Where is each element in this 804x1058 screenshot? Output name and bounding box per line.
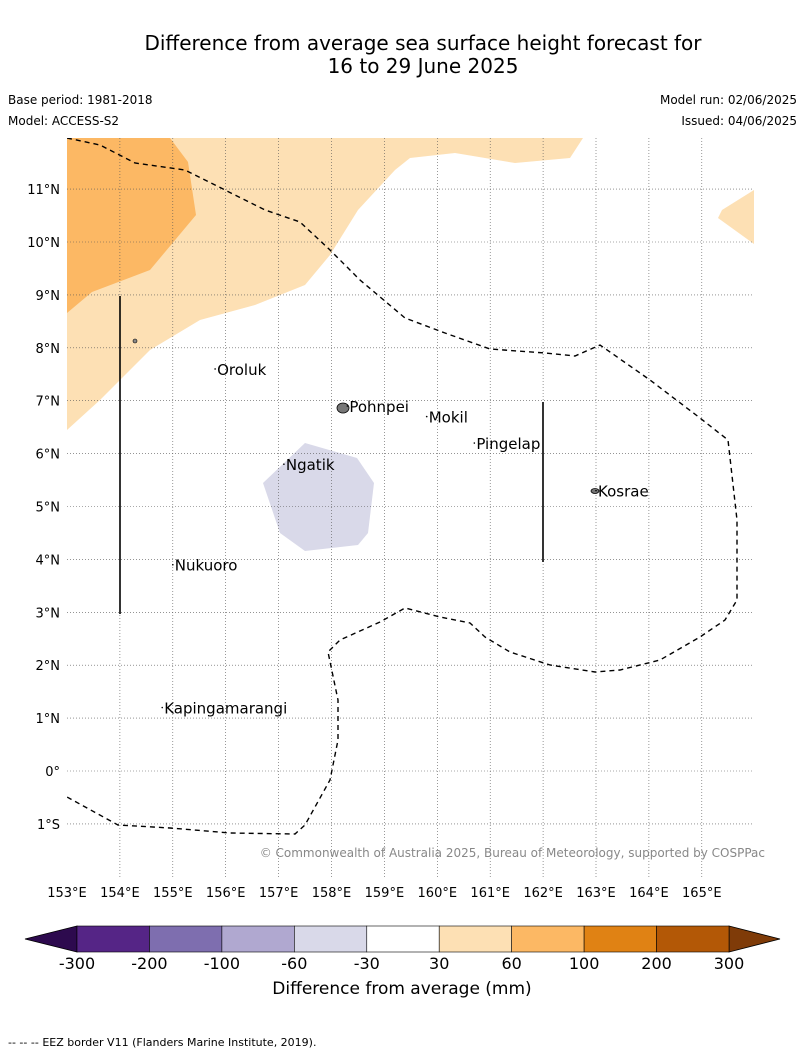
lon-tick-label: 158°E bbox=[312, 886, 352, 901]
place-marker bbox=[595, 489, 597, 492]
place-label: Pingelap bbox=[476, 435, 540, 453]
colorbar-segment bbox=[76, 925, 150, 953]
colorbar-segment bbox=[438, 925, 512, 953]
colorbar: -300 -200 -100 -60 -30 30 60 100 200 300 bbox=[24, 925, 781, 973]
lon-tick-label: 156°E bbox=[206, 886, 246, 901]
lon-tick-label: 157°E bbox=[259, 886, 299, 901]
lat-tick-label: 11°N bbox=[27, 183, 60, 198]
place-marker bbox=[172, 563, 174, 566]
colorbar-segment bbox=[221, 925, 295, 953]
model-text: Model: ACCESS-S2 bbox=[8, 114, 120, 128]
colorbar-tick-label: -30 bbox=[354, 954, 380, 973]
place-marker bbox=[283, 463, 285, 465]
lon-tick-label: 164°E bbox=[629, 886, 669, 901]
base-period-text: Base period: 1981-2018 bbox=[8, 93, 153, 107]
place-labels: Oroluk Pohnpei Mokil Pingelap Ngatik Kosrae Nu… bbox=[161, 361, 649, 718]
lat-tick-label: 5°N bbox=[36, 501, 61, 516]
colorbar-segment bbox=[583, 925, 657, 953]
colorbar-over-arrow bbox=[728, 925, 781, 953]
colorbar-segment bbox=[511, 925, 585, 953]
eez-border bbox=[67, 138, 738, 835]
colorbar-under-arrow bbox=[24, 925, 78, 953]
lon-tick-label: 154°E bbox=[100, 886, 140, 901]
eez-legend-text: EEZ border V11 (Flanders Marine Institut… bbox=[42, 1036, 317, 1049]
copyright-text: © Commonwealth of Australia 2025, Bureau… bbox=[260, 846, 765, 860]
eez-legend-symbol: -- -- -- bbox=[8, 1036, 39, 1049]
place-label: Kapingamarangi bbox=[164, 700, 287, 718]
lat-tick-label: 0° bbox=[45, 765, 60, 780]
colorbar-segment bbox=[366, 925, 440, 953]
colorbar-tick-label: -60 bbox=[281, 954, 307, 973]
lat-tick-label: 3°N bbox=[36, 606, 61, 621]
lon-tick-label: 160°E bbox=[418, 886, 458, 901]
colorbar-segment bbox=[656, 925, 730, 953]
anomaly-neg-30-60-region bbox=[263, 443, 374, 551]
eez-legend-note: -- -- -- EEZ border V11 (Flanders Marine… bbox=[8, 1036, 316, 1049]
lat-tick-label: 1°S bbox=[37, 818, 60, 833]
colorbar-tick-label: 60 bbox=[501, 954, 521, 973]
title-line-2: 16 to 29 June 2025 bbox=[327, 54, 519, 78]
colorbar-segment bbox=[149, 925, 223, 953]
place-marker bbox=[161, 706, 164, 709]
lat-tick-label: 7°N bbox=[36, 395, 61, 410]
lat-tick-label: 1°N bbox=[36, 712, 61, 727]
lat-tick-label: 9°N bbox=[36, 289, 61, 304]
kosrae-island-icon bbox=[590, 488, 600, 494]
lat-tick-label: 4°N bbox=[36, 553, 61, 568]
lat-tick-label: 10°N bbox=[27, 236, 60, 251]
place-marker bbox=[214, 368, 216, 370]
model-run-text: Model run: 02/06/2025 bbox=[659, 93, 797, 107]
lat-tick-label: 2°N bbox=[36, 659, 61, 674]
lat-tick-label: 6°N bbox=[36, 448, 61, 463]
forecast-map: 153°E 154°E 155°E 156°E 157°E 158°E 159°E 160°E… bbox=[24, 138, 781, 973]
place-marker bbox=[425, 415, 428, 418]
colorbar-tick-label: 200 bbox=[641, 954, 672, 973]
place-marker bbox=[473, 442, 476, 444]
lon-tick-label: 159°E bbox=[365, 886, 405, 901]
colorbar-tick-label: -200 bbox=[131, 954, 167, 973]
lon-tick-label: 155°E bbox=[153, 886, 193, 901]
lat-tick-label: 8°N bbox=[36, 342, 61, 357]
place-label: Nukuoro bbox=[175, 557, 238, 575]
anomaly-30-60-region bbox=[67, 138, 583, 430]
pohnpei-island-icon bbox=[336, 402, 350, 414]
colorbar-tick-label: 300 bbox=[714, 954, 745, 973]
colorbar-tick-label: -100 bbox=[204, 954, 240, 973]
issued-text: Issued: 04/06/2025 bbox=[681, 114, 797, 128]
lon-tick-label: 165°E bbox=[682, 886, 722, 901]
title-line-1: Difference from average sea surface heig… bbox=[144, 31, 702, 55]
anomaly-60-100-region bbox=[67, 138, 196, 313]
chart-title: Difference from average sea surface heig… bbox=[0, 32, 804, 78]
place-label: Oroluk bbox=[217, 361, 266, 379]
place-label: Pohnpei bbox=[349, 398, 409, 416]
colorbar-segment bbox=[294, 925, 368, 953]
lon-tick-label: 163°E bbox=[576, 886, 616, 901]
place-label: Kosrae bbox=[598, 483, 649, 501]
place-label: Mokil bbox=[429, 409, 468, 427]
small-island-icon bbox=[132, 338, 138, 344]
lon-tick-label: 162°E bbox=[523, 886, 563, 901]
lon-tick-label: 153°E bbox=[47, 886, 87, 901]
lon-tick-label: 161°E bbox=[470, 886, 510, 901]
colorbar-tick-label: 100 bbox=[569, 954, 600, 973]
place-label: Ngatik bbox=[286, 456, 335, 474]
colorbar-tick-label: 30 bbox=[429, 954, 449, 973]
colorbar-label: Difference from average (mm) bbox=[272, 979, 532, 999]
place-marker bbox=[346, 405, 349, 407]
anomaly-30-60-region-east bbox=[718, 190, 754, 244]
axis-tick-labels: 153°E 154°E 155°E 156°E 157°E 158°E 159°E 160°E… bbox=[27, 183, 721, 901]
colorbar-tick-label: -300 bbox=[59, 954, 95, 973]
